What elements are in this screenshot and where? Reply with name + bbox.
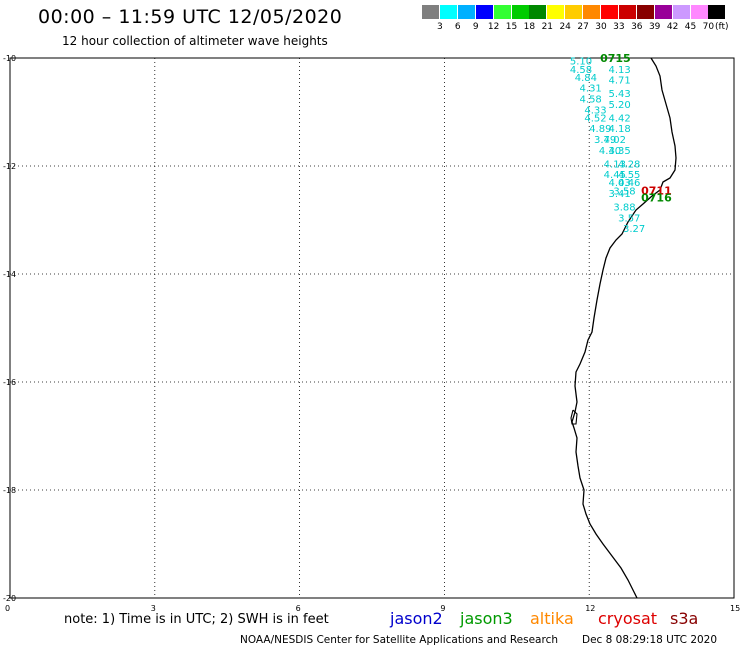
y-tick-label: -20 — [3, 594, 16, 603]
wave-height-label: 3.58 — [613, 186, 635, 197]
y-tick-label: -18 — [3, 486, 16, 495]
wave-height-label: 4.33 — [584, 105, 606, 116]
legend-label: 39 — [648, 22, 661, 32]
wave-height-label: 4.46 — [618, 178, 640, 189]
map-grid — [10, 58, 734, 598]
legend-swatch — [565, 5, 583, 19]
wave-height-label: 4.28 — [618, 159, 640, 170]
wave-height-label: 4.84 — [575, 73, 597, 84]
coastline-inlet — [570, 409, 578, 425]
legend-label: 42 — [666, 22, 679, 32]
wave-height-label: 4.13 — [604, 159, 626, 170]
legend-label: 33 — [613, 22, 625, 32]
wave-height-label: 4.03 — [609, 178, 631, 189]
wave-height-label: 4.18 — [609, 124, 631, 135]
map-frame — [9, 57, 735, 599]
map-subtitle: 12 hour collection of altimeter wave hei… — [62, 34, 328, 48]
wave-height-label: 3.88 — [613, 203, 635, 214]
legend-swatch — [654, 5, 672, 19]
wave-height-label: 3.57 — [618, 213, 640, 224]
wave-height-label: 5.20 — [609, 100, 631, 111]
x-tick-label: 6 — [296, 604, 301, 613]
legend-swatch — [672, 5, 690, 19]
wave-height-label: 4.35 — [609, 146, 631, 157]
legend-label: 15 — [505, 22, 518, 32]
map-title: 00:00 – 11:59 UTC 12/05/2020 — [38, 6, 343, 28]
legend-swatch — [475, 5, 493, 19]
satellite-altika: altika — [530, 609, 574, 628]
legend-label: 24 — [559, 22, 571, 32]
y-tick-label: -16 — [3, 378, 16, 387]
legend-swatch — [601, 5, 618, 19]
legend-label: 21 — [541, 22, 554, 32]
credit-line: NOAA/NESDIS Center for Satellite Applica… — [240, 634, 558, 646]
wave-height-label: 4.55 — [618, 170, 640, 181]
satellite-jason3: jason3 — [460, 609, 513, 628]
footer-note: note: 1) Time is in UTC; 2) SWH is in fe… — [64, 612, 329, 627]
legend-swatch — [422, 5, 439, 19]
legend-swatch — [690, 5, 708, 19]
coastline — [571, 57, 677, 599]
legend-label: 30 — [595, 22, 607, 32]
generated-timestamp: Dec 8 08:29:18 UTC 2020 — [582, 634, 718, 646]
legend-label: 70 — [702, 22, 715, 32]
satellite-cryosat: cryosat — [598, 609, 658, 628]
legend-swatch — [493, 5, 511, 19]
wave-height-label: 4.58 — [570, 65, 592, 76]
x-tick-label: 3 — [151, 604, 156, 613]
wave-height-label: 4.42 — [609, 113, 631, 124]
pass-time-label: 0716 — [641, 191, 672, 204]
legend-label: 12 — [487, 22, 500, 32]
x-tick-label: 0 — [5, 604, 10, 613]
legend-swatch — [547, 5, 565, 19]
legend-label: 3 — [437, 22, 443, 32]
legend-label: 45 — [684, 22, 697, 32]
pass-time-label: 0715 — [600, 52, 631, 65]
wave-height-labels: 5.104.584.844.314.584.334.524.893.794.30… — [570, 57, 645, 235]
satellite-jason2: jason2 — [390, 609, 443, 628]
legend-swatch — [583, 5, 601, 19]
legend-swatch — [618, 5, 636, 19]
wave-height-label: 3.79 — [594, 135, 616, 146]
x-tick-label: 12 — [585, 604, 595, 613]
wave-height-label: 5.10 — [570, 57, 592, 68]
wave-height-label: 3.27 — [623, 224, 645, 235]
legend-swatch — [708, 5, 726, 19]
wave-height-label: 4.02 — [604, 135, 626, 146]
legend-swatch — [529, 5, 547, 19]
legend-label: 18 — [523, 22, 536, 32]
wave-height-label: 3.41 — [609, 189, 631, 200]
wave-height-label: 5.43 — [609, 89, 631, 100]
legend-swatch — [511, 5, 529, 19]
legend-swatch — [439, 5, 457, 19]
wave-height-label: 4.71 — [609, 76, 631, 87]
legend-label: 6 — [454, 22, 461, 32]
legend-label: 27 — [577, 22, 589, 32]
legend-unit: (ft) — [715, 22, 729, 32]
y-tick-label: -10 — [3, 54, 16, 63]
legend-swatch — [636, 5, 654, 19]
legend-label: 36 — [631, 22, 643, 32]
y-tick-label: -14 — [3, 270, 16, 279]
legend-swatch — [457, 5, 475, 19]
legend-label: 9 — [472, 22, 479, 32]
x-tick-label: 15 — [730, 604, 740, 613]
wave-height-label: 4.89 — [589, 124, 611, 135]
wave-height-label: 4.58 — [580, 95, 602, 106]
wave-height-label: 4.52 — [584, 113, 606, 124]
axis-tick-labels: 0 3 6 9 12 15 -10 -12 -14 -16 -18 -20 — [3, 54, 740, 613]
wave-height-label: 4.45 — [604, 170, 626, 181]
pass-time-label: 0711 — [641, 184, 672, 197]
wave-height-label: 4.31 — [580, 84, 602, 95]
y-tick-label: -12 — [3, 162, 16, 171]
satellite-s3a: s3a — [670, 609, 699, 628]
wave-height-label: 4.13 — [609, 65, 631, 76]
wave-height-label: 4.30 — [599, 146, 621, 157]
x-tick-label: 9 — [440, 604, 445, 613]
